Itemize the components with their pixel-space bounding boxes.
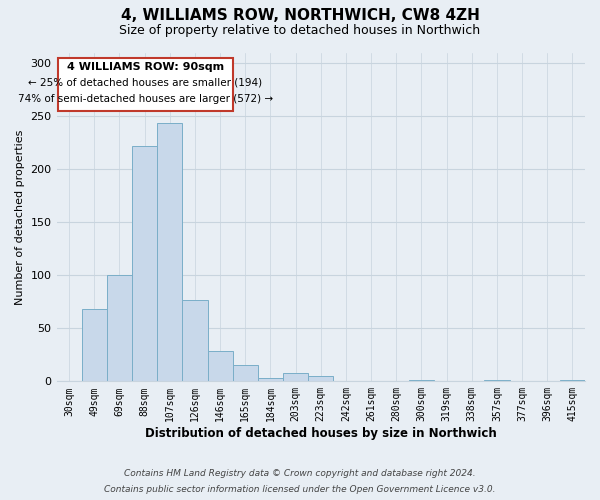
Text: Size of property relative to detached houses in Northwich: Size of property relative to detached ho… <box>119 24 481 37</box>
Bar <box>484 380 509 382</box>
Bar <box>157 122 182 382</box>
Bar <box>409 380 434 382</box>
Bar <box>132 146 157 382</box>
Text: 4 WILLIAMS ROW: 90sqm: 4 WILLIAMS ROW: 90sqm <box>67 62 224 72</box>
Bar <box>560 380 585 382</box>
Bar <box>233 366 258 382</box>
Text: Contains public sector information licensed under the Open Government Licence v3: Contains public sector information licen… <box>104 485 496 494</box>
Bar <box>82 309 107 382</box>
Text: 4, WILLIAMS ROW, NORTHWICH, CW8 4ZH: 4, WILLIAMS ROW, NORTHWICH, CW8 4ZH <box>121 8 479 22</box>
X-axis label: Distribution of detached houses by size in Northwich: Distribution of detached houses by size … <box>145 427 497 440</box>
Bar <box>308 376 334 382</box>
Text: ← 25% of detached houses are smaller (194): ← 25% of detached houses are smaller (19… <box>28 78 262 88</box>
Bar <box>182 300 208 382</box>
Bar <box>208 350 233 382</box>
Y-axis label: Number of detached properties: Number of detached properties <box>15 129 25 304</box>
Text: 74% of semi-detached houses are larger (572) →: 74% of semi-detached houses are larger (… <box>17 94 273 104</box>
Text: Contains HM Land Registry data © Crown copyright and database right 2024.: Contains HM Land Registry data © Crown c… <box>124 468 476 477</box>
Bar <box>107 276 132 382</box>
Bar <box>283 373 308 382</box>
Bar <box>258 378 283 382</box>
